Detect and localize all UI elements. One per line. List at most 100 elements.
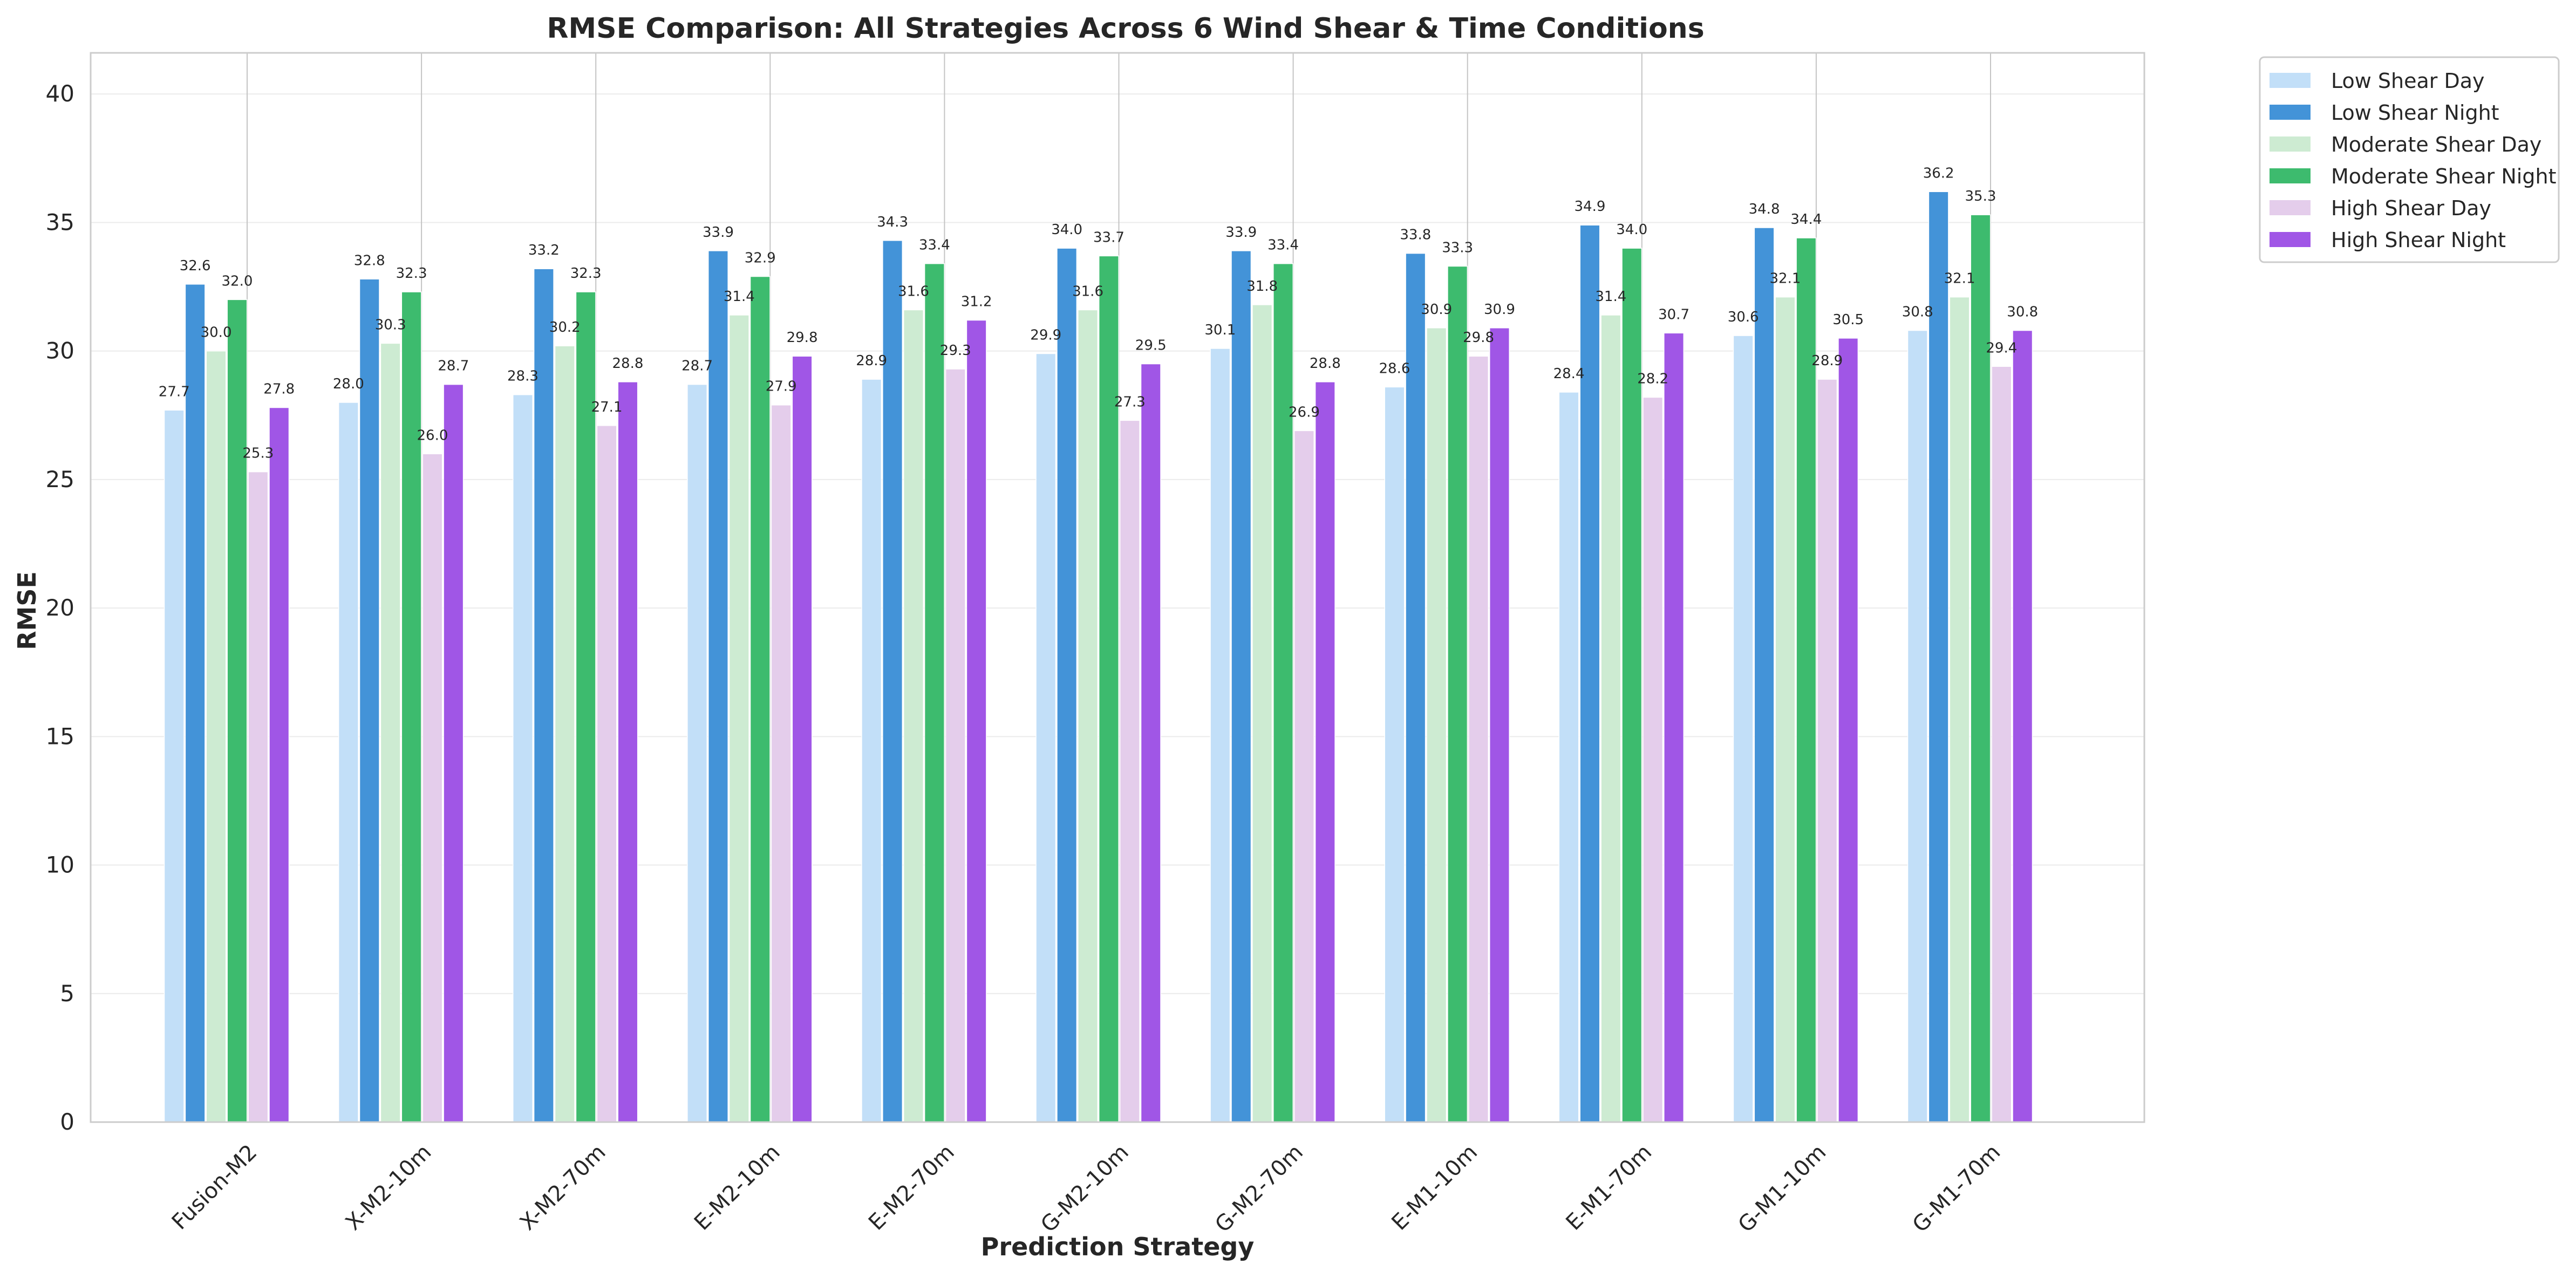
bar-value-label: 32.9 [745,250,776,266]
bar [1733,335,1754,1123]
bar [533,268,554,1123]
y-tick-label: 20 [46,594,74,621]
bar-value-label: 30.8 [2007,304,2038,320]
bar-value-label: 25.3 [242,446,274,462]
bars [163,191,2033,1123]
bar [554,345,575,1123]
bar-value-label: 28.2 [1637,371,1668,387]
bar-value-label: 28.4 [1553,366,1585,382]
x-axis-label: Prediction Strategy [981,1232,1255,1261]
bar-value-label: 28.6 [1379,360,1410,377]
bar-value-label: 34.0 [1616,222,1647,238]
bar [338,402,359,1123]
legend-frame [2259,56,2560,263]
legend-swatch [2270,168,2311,183]
bar-value-label: 32.3 [570,265,602,282]
bar [1405,252,1426,1123]
bar-value-label: 29.8 [1463,330,1494,346]
bar [575,291,596,1123]
bar [707,250,728,1123]
bar [1447,265,1468,1123]
bar-value-label: 32.3 [396,265,427,282]
bar-value-label: 34.4 [1790,211,1822,228]
bar [206,350,227,1123]
bar [1384,386,1405,1123]
bar [1078,309,1099,1123]
bar [1991,366,2012,1123]
bar [1293,430,1314,1123]
y-tick-label: 5 [60,980,74,1007]
bar-value-label: 33.7 [1093,229,1125,245]
bar [861,379,882,1123]
bar [1057,248,1078,1123]
bar-value-label: 29.9 [1030,327,1061,343]
bar [728,315,749,1123]
y-axis-label: RMSE [12,571,42,650]
bar-value-label: 33.4 [919,237,950,254]
bar-value-label: 26.0 [417,427,448,443]
bar-value-label: 31.4 [724,289,755,305]
y-tick-label: 35 [46,209,74,235]
bar-value-label: 28.7 [438,358,469,374]
bar [945,368,966,1123]
bar-value-label: 32.8 [354,252,385,269]
bar-value-label: 32.0 [222,273,253,289]
bar-value-label: 28.9 [856,353,887,369]
bar-value-label: 30.3 [375,317,406,333]
bar-value-label: 30.2 [549,319,581,336]
bar [1489,327,1510,1123]
bar-value-label: 33.3 [1442,240,1473,256]
bar-value-label: 30.5 [1832,312,1864,328]
bar [1664,332,1685,1123]
bar-value-label: 34.9 [1575,199,1606,215]
bar [359,278,380,1123]
bar [2012,330,2033,1123]
bar [380,343,401,1123]
bar [422,453,443,1123]
legend-swatch [2270,73,2311,88]
bar [1210,348,1231,1123]
bar [1817,379,1838,1123]
legend-entry: Moderate Shear Night [2331,165,2556,188]
legend-entry: Moderate Shear Day [2331,133,2541,156]
y-tick-label: 10 [46,852,74,878]
bar [1119,420,1140,1123]
legend-entry: Low Shear Night [2331,101,2499,125]
data-labels: 27.7 28.0 28.3 28.7 28.9 29.9 30.1 28.6 28.4 30.6… [159,165,2038,461]
bar-value-label: 32.6 [180,258,211,274]
bar-value-label: 31.2 [961,294,992,310]
bar-value-label: 28.7 [682,358,713,374]
bar [248,471,269,1123]
bar [771,404,792,1123]
bar-value-label: 29.3 [940,343,971,359]
bar-value-label: 33.2 [528,242,560,258]
bar-value-label: 29.4 [1986,340,2017,356]
chart-title: RMSE Comparison: All Strategies Across 6… [547,12,1704,45]
bar-value-label: 33.9 [1225,224,1257,241]
bar [749,276,771,1123]
bar-value-label: 35.3 [1965,188,1996,204]
bar [512,394,533,1123]
bar-value-label: 28.8 [612,356,644,372]
bar-value-label: 30.1 [1204,322,1236,338]
bar-value-label: 28.3 [507,368,539,385]
bar-value-label: 27.9 [766,379,797,395]
bar [1928,191,1949,1123]
bar [185,284,206,1123]
bar [1426,327,1447,1123]
bar [1252,304,1273,1123]
bar [882,240,903,1123]
bar-value-label: 31.8 [1246,278,1278,295]
bar-value-label: 28.9 [1811,353,1843,369]
bar [792,356,813,1123]
legend-entry: Low Shear Day [2331,69,2485,93]
bar [227,299,248,1123]
y-tick-label: 40 [46,80,74,107]
bar-value-label: 30.9 [1484,302,1515,318]
bar-value-label: 29.8 [787,330,818,346]
legend-swatch [2270,105,2311,120]
bar-value-label: 27.1 [591,399,623,415]
bar-value-label: 29.5 [1135,337,1167,353]
bar-value-label: 27.8 [263,381,295,397]
